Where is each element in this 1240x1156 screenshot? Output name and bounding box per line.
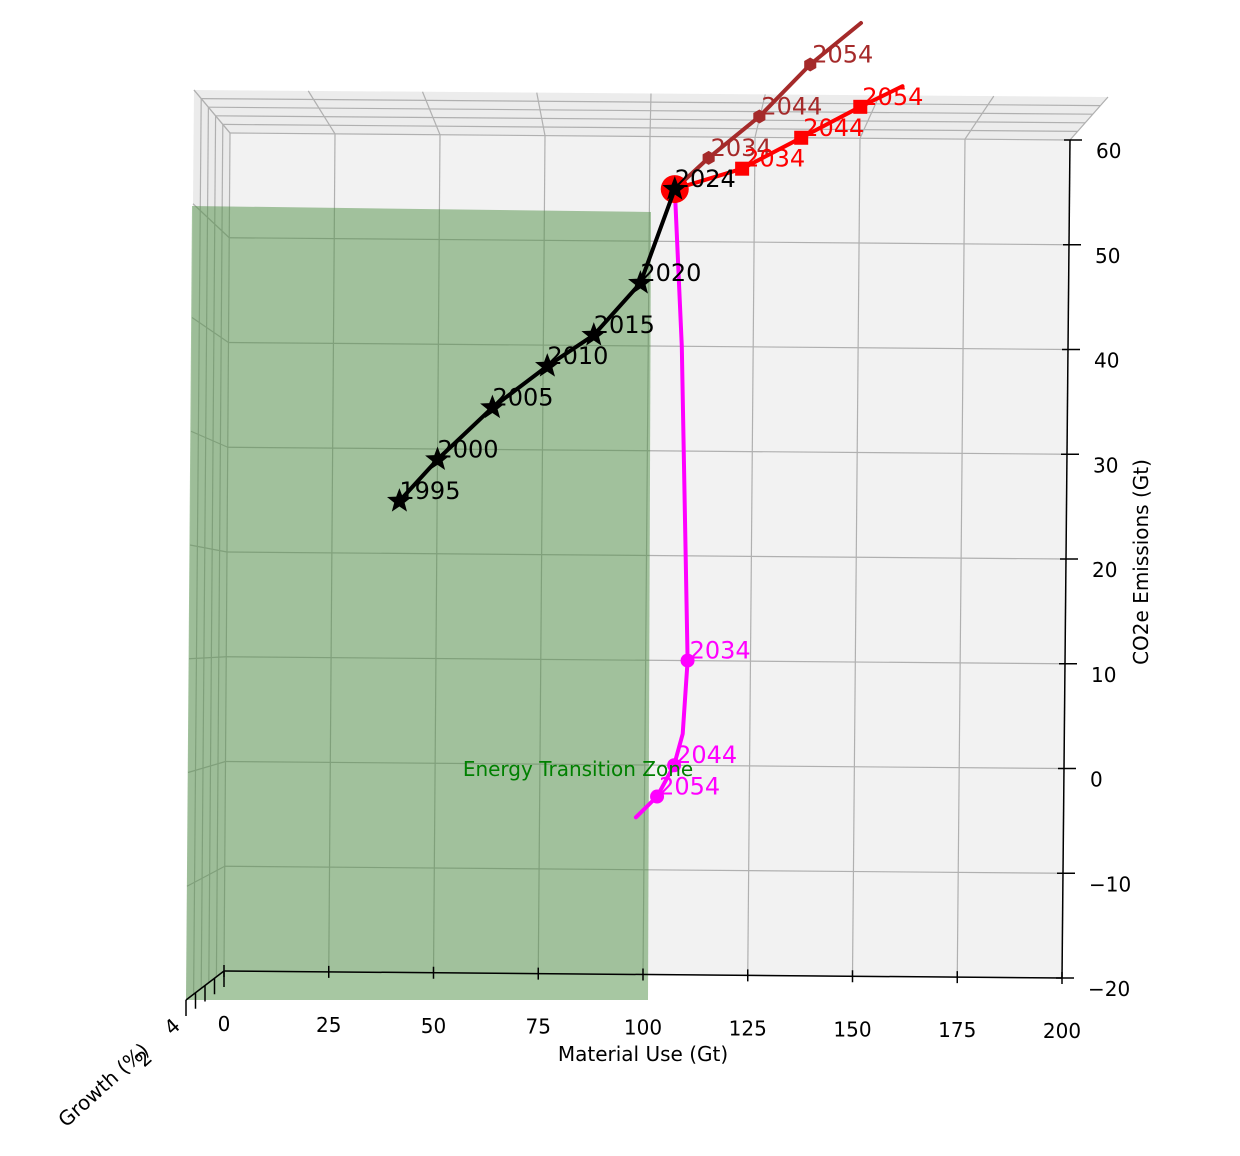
scenario-marker <box>804 57 817 72</box>
gridline-top <box>421 91 441 135</box>
historical-series: 1995 2000 2005 2010 2015 2020 2024 <box>387 165 736 512</box>
y-axis-label: Growth (%) <box>53 1038 153 1132</box>
data-series: 2034204420542034204420542034204420541995… <box>387 21 923 820</box>
gridline-top <box>859 95 881 139</box>
z-tick-label: 10 <box>1091 663 1116 687</box>
gridline-depth <box>215 115 1086 124</box>
scenario-year-label: 2044 <box>761 92 822 120</box>
historical-star-marker <box>535 353 560 377</box>
historical-star-marker <box>480 394 505 419</box>
historical-star-marker <box>628 270 653 294</box>
z-axis-label: CO2e Emissions (Gt) <box>1129 459 1153 665</box>
x-tick-label: 150 <box>833 1017 871 1041</box>
z-tick-label: 60 <box>1096 139 1121 163</box>
gridline-z <box>229 132 1071 141</box>
gridline-top <box>307 90 336 135</box>
historical-year-label: 2024 <box>675 165 736 193</box>
y-tick-label: 4 <box>159 1013 185 1039</box>
z-tick-label: 30 <box>1093 453 1118 477</box>
scenario-year-label: 2044 <box>676 741 737 769</box>
scenario-year-label: 2034 <box>744 145 805 173</box>
x-tick-label: 50 <box>421 1014 446 1038</box>
x-tick-label: 75 <box>526 1015 551 1039</box>
historical-star-marker <box>425 446 450 470</box>
historical-year-label: 1995 <box>399 477 460 505</box>
x-tick-label: 200 <box>1043 1019 1081 1043</box>
scenario-marker <box>735 161 750 176</box>
gridline-top <box>964 95 995 140</box>
x-tick-label: 25 <box>316 1013 341 1037</box>
gridline-depth <box>208 106 1093 115</box>
z-tick-label: 40 <box>1094 349 1119 373</box>
gridline-left <box>193 89 231 134</box>
x-tick-label: 125 <box>729 1016 767 1040</box>
z-tick-label: 20 <box>1092 558 1117 582</box>
gridline-top <box>1069 96 1109 141</box>
scenario-1: 2034 2044 2054 <box>672 21 873 192</box>
scenario-marker <box>650 789 665 804</box>
x-tick-label: 100 <box>624 1016 662 1040</box>
zone-label: Energy Transition Zone <box>463 757 693 781</box>
gridline-depth <box>222 123 1078 132</box>
scenario-3: 2034 2044 2054 <box>633 187 751 820</box>
scenario-year-label: 2054 <box>862 83 923 111</box>
energy-transition-zone <box>186 206 651 1000</box>
scenario-marker <box>794 130 809 145</box>
scenario-marker <box>853 99 868 114</box>
z-tick-label: −10 <box>1089 872 1131 896</box>
historical-year-label: 2000 <box>437 435 498 463</box>
scenario-marker <box>680 653 695 668</box>
gridline-depth <box>201 98 1101 107</box>
zone-volume <box>186 206 651 1000</box>
z-tick-label: 0 <box>1090 768 1103 792</box>
scenario-year-label: 2054 <box>659 773 720 801</box>
gridline-top <box>536 92 546 136</box>
scenario-year-label: 2044 <box>803 114 864 142</box>
scenario-marker <box>702 150 715 165</box>
scenario-marker <box>753 109 766 124</box>
x-tick-label: 0 <box>218 1012 231 1036</box>
gridline-top <box>649 93 652 137</box>
historical-star-marker <box>581 322 607 346</box>
x-tick-label: 175 <box>938 1018 976 1042</box>
z-tick-label: 50 <box>1095 244 1120 268</box>
scenario-year-label: 2034 <box>690 637 751 665</box>
z-tick-label: −20 <box>1088 977 1130 1001</box>
historical-year-label: 2010 <box>547 342 608 370</box>
historical-star-marker <box>662 176 688 200</box>
axes: 0 25 50 75 100 125 150 175 200 −20 −10 0 10 20 30 40 50 6… <box>131 139 1131 1072</box>
historical-year-label: 2015 <box>594 311 655 339</box>
scenario-2: 2034 2044 2054 <box>672 83 923 192</box>
scenario-year-label: 2054 <box>812 41 873 69</box>
scenario-marker <box>667 758 682 773</box>
historical-year-label: 2005 <box>492 384 553 412</box>
historical-year-label: 2020 <box>640 259 701 287</box>
x-axis-label: Material Use (Gt) <box>558 1042 728 1066</box>
historical-star-marker <box>387 488 412 512</box>
